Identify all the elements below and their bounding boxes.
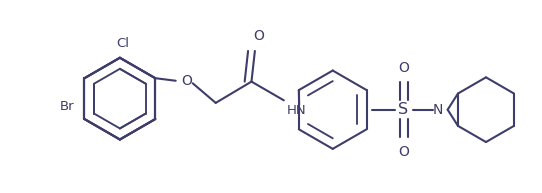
Text: S: S [398,102,409,117]
Text: O: O [182,74,192,88]
Text: O: O [398,145,409,159]
Text: O: O [253,29,264,43]
Text: O: O [398,61,409,75]
Text: Br: Br [60,100,74,113]
Text: N: N [433,103,443,117]
Text: HN: HN [286,104,306,117]
Text: Cl: Cl [116,37,129,50]
